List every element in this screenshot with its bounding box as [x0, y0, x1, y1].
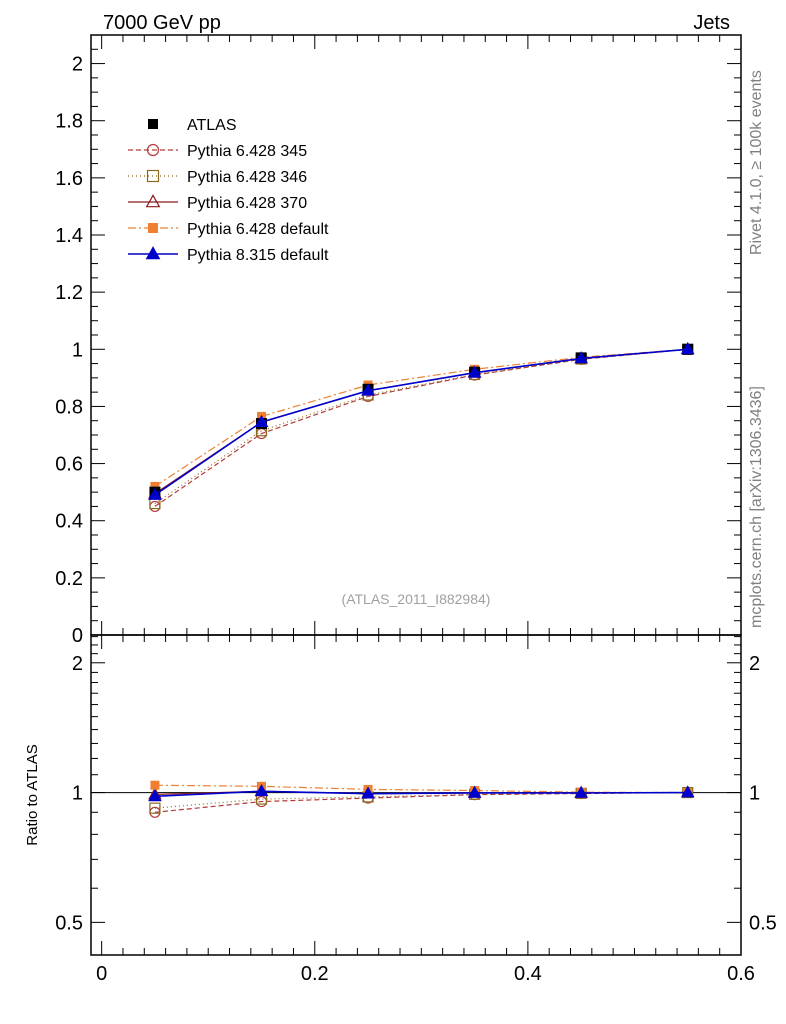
legend-marker [146, 169, 160, 183]
main-data-point [254, 414, 269, 427]
legend-label: Pythia 6.428 345 [187, 143, 307, 160]
main-y-tick-label: 0.6 [55, 454, 83, 476]
main-data-point [680, 342, 695, 355]
ratio-series [148, 780, 695, 818]
main-series-line [154, 348, 688, 507]
main-series-line [154, 348, 688, 487]
ratio-data-point [574, 785, 588, 798]
main-y-tick-label: 0.4 [55, 511, 83, 533]
main-y-tick-label: 0 [72, 625, 83, 647]
x-tick-label: 0 [96, 963, 107, 985]
main-y-tick-label: 2 [72, 54, 83, 76]
main-series-line [154, 348, 688, 495]
ratio-y-axis-label: Ratio to ATLAS [24, 744, 41, 845]
ratio-data-point [150, 780, 160, 790]
x-tick-label: 0.6 [727, 963, 755, 985]
ratio-y-tick-label: 0.5 [55, 912, 83, 934]
main-data-point [150, 481, 160, 491]
ratio-data-point [680, 785, 695, 798]
ratio-y-tick-label-right: 1 [749, 783, 760, 805]
legend-marker [148, 119, 158, 129]
analysis-watermark: (ATLAS_2011_I882984) [342, 591, 491, 607]
ratio-y-tick-label: 1 [72, 783, 83, 805]
ratio-series-line [154, 791, 688, 813]
legend-marker [145, 194, 161, 208]
ratio-data-point [467, 785, 482, 798]
ratio-series-1 [149, 786, 694, 814]
mcplots-label: mcplots.cern.ch [arXiv:1306.3436] [748, 386, 765, 628]
main-y-tick-label: 1 [72, 339, 83, 361]
x-tick-label: 0.4 [514, 963, 542, 985]
legend-entry: ATLAS [148, 117, 237, 134]
legend-label: Pythia 6.428 370 [187, 195, 307, 212]
main-series-1 [149, 343, 694, 513]
main-data-point [148, 487, 162, 500]
ratio-y-tick-label-right: 0.5 [749, 912, 777, 934]
main-data-point [574, 351, 588, 364]
legend-label: Pythia 8.315 default [187, 247, 329, 264]
legend-entry: Pythia 6.428 default [128, 221, 329, 238]
ratio-series-line [154, 791, 688, 809]
main-series-3 [148, 342, 695, 499]
legend: ATLAS Pythia 6.428 345 Pythia 6.428 346 Pyt… [128, 117, 329, 264]
main-series-line [154, 348, 688, 496]
main-series-5 [148, 342, 695, 500]
legend-entry: Pythia 8.315 default [128, 246, 329, 264]
main-series-0 [149, 343, 694, 498]
ratio-series-4 [148, 784, 695, 802]
ratio-series-3 [150, 780, 693, 798]
rivet-label: Rivet 4.1.0, ≥ 100k events [748, 70, 765, 255]
ratio-series-line [154, 790, 688, 798]
ratio-plot-frame [90, 634, 742, 956]
legend-marker [145, 246, 161, 260]
main-y-tick-label: 1.8 [55, 111, 83, 133]
ratio-y-tick-label: 2 [72, 653, 83, 675]
main-y-tick-label: 0.2 [55, 568, 83, 590]
legend-marker [148, 223, 158, 233]
legend-label: Pythia 6.428 346 [187, 169, 307, 186]
ratio-data-point [361, 786, 375, 799]
main-data-point [467, 365, 482, 378]
header-right: Jets [693, 12, 730, 34]
legend-entry: Pythia 6.428 370 [128, 194, 307, 212]
header-left: 7000 GeV pp [103, 12, 221, 34]
main-y-tick-label: 1.2 [55, 282, 83, 304]
main-series-line [154, 348, 688, 505]
legend-entry: Pythia 6.428 346 [128, 169, 307, 186]
main-series-2 [149, 343, 694, 510]
ratio-axis-ticks: 0.5 0.5 1 1 2 2 0 0.2 0.4 0.6 [55, 635, 777, 985]
main-y-tick-label: 1.4 [55, 225, 83, 247]
ratio-data-point [149, 802, 161, 814]
main-y-tick-label: 1.6 [55, 168, 83, 190]
x-tick-label: 0.2 [301, 963, 329, 985]
ratio-y-tick-label-right: 2 [749, 653, 760, 675]
legend-marker [146, 143, 160, 157]
main-series-4 [150, 344, 693, 491]
main-y-tick-label: 0.8 [55, 396, 83, 418]
legend-entry: Pythia 6.428 345 [128, 143, 307, 160]
main-axis-ticks: 0 0.2 0.4 0.6 0.8 1 1.2 1.4 1.6 1.8 2 [55, 35, 742, 647]
ratio-data-point [254, 784, 269, 797]
legend-label: ATLAS [187, 117, 237, 134]
main-data-point [361, 383, 375, 396]
main-series [148, 342, 695, 513]
legend-label: Pythia 6.428 default [187, 221, 329, 238]
ratio-data-point [148, 789, 162, 802]
